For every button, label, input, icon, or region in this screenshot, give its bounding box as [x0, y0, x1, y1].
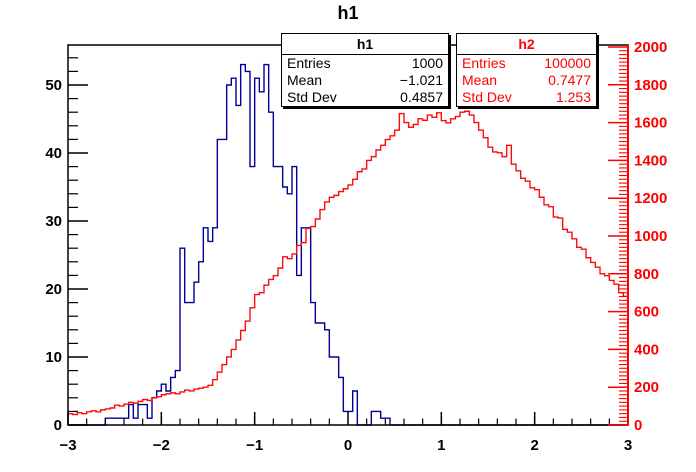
x-axis-label: −3 — [59, 437, 76, 454]
y-right-axis-label: 800 — [634, 266, 659, 283]
y-left-axis-label: 0 — [54, 417, 62, 434]
y-left-axis-label: 30 — [45, 213, 62, 230]
page-title: h1 — [337, 3, 359, 23]
stats-row: Entries 100000 — [457, 55, 596, 72]
y-left-axis-label: 50 — [45, 77, 62, 94]
stats-value: 1.253 — [555, 89, 591, 105]
x-axis-label: −1 — [246, 437, 263, 454]
stats-box-h2: h2 Entries 100000 Mean 0.7477 Std Dev 1.… — [456, 33, 597, 107]
y-right-axis-label: 1400 — [634, 152, 667, 169]
y-right-axis-label: 600 — [634, 304, 659, 321]
y-right-axis-label: 1800 — [634, 77, 667, 94]
stats-value: 0.7477 — [548, 72, 591, 88]
stats-box-h2-header: h2 — [457, 34, 596, 55]
stats-row: Mean 0.7477 — [457, 72, 596, 89]
y-left-axis-label: 40 — [45, 145, 62, 162]
y-left-axis-label: 10 — [45, 349, 62, 366]
y-right-axis-label: 200 — [634, 379, 659, 396]
stats-value: 100000 — [544, 55, 591, 71]
stats-value: −1.021 — [399, 72, 443, 88]
x-axis-label: 0 — [344, 437, 352, 454]
y-right-axis-label: 400 — [634, 341, 659, 358]
x-axis-label: 3 — [624, 437, 632, 454]
stats-label: Mean — [287, 72, 323, 88]
x-axis-label: 2 — [530, 437, 538, 454]
y-right-axis-label: 1200 — [634, 190, 667, 207]
stats-row: Std Dev 0.4857 — [282, 89, 448, 106]
stats-label: Std Dev — [462, 89, 512, 105]
stats-label: Std Dev — [287, 89, 337, 105]
stats-box-h1: h1 Entries 1000 Mean −1.021 Std Dev 0.48… — [281, 33, 449, 107]
stats-row: Mean −1.021 — [282, 72, 448, 89]
y-right-axis-label: 2000 — [634, 39, 667, 56]
stats-row: Entries 1000 — [282, 55, 448, 72]
stats-value: 0.4857 — [400, 89, 443, 105]
y-left-axis-label: 20 — [45, 281, 62, 298]
stats-label: Entries — [462, 55, 506, 71]
stats-row: Std Dev 1.253 — [457, 89, 596, 106]
h1-histogram — [68, 63, 628, 426]
x-axis-label: −2 — [153, 437, 170, 454]
y-right-axis-label: 1600 — [634, 115, 667, 132]
stats-label: Mean — [462, 72, 498, 88]
x-axis-label: 1 — [437, 437, 445, 454]
h2-histogram — [67, 110, 629, 425]
stats-label: Entries — [287, 55, 331, 71]
y-right-axis-label: 1000 — [634, 228, 667, 245]
stats-box-h1-header: h1 — [282, 34, 448, 55]
y-right-axis-label: 0 — [634, 417, 642, 434]
stats-value: 1000 — [411, 55, 443, 71]
